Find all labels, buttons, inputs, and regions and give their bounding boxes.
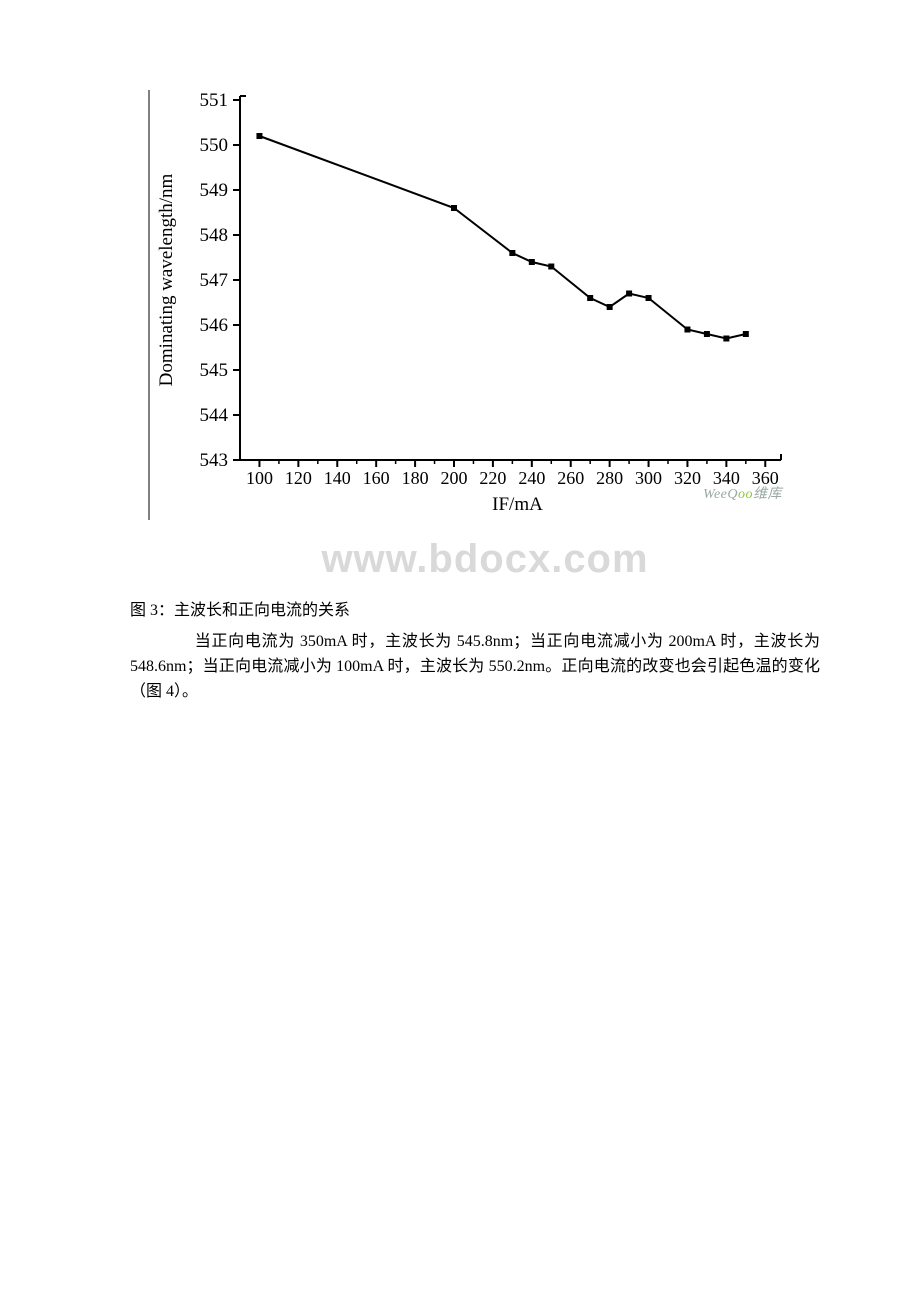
svg-text:160: 160 (363, 468, 390, 488)
svg-text:548: 548 (200, 225, 229, 246)
chart-container: 543 544 545 546 547 548 549 550 551 100 120 140 160 1… (150, 90, 790, 525)
svg-text:260: 260 (557, 468, 584, 488)
bdocx-watermark: www.bdocx.com (150, 537, 820, 582)
svg-text:180: 180 (402, 468, 429, 488)
body-paragraph: 当正向电流为 350mA 时，主波长为 545.8nm；当正向电流减小为 200… (130, 630, 820, 704)
svg-text:280: 280 (596, 468, 623, 488)
weeqoo-text: WeeQoo维库 (703, 487, 782, 502)
svg-text:140: 140 (324, 468, 351, 488)
svg-text:550: 550 (200, 135, 229, 156)
svg-text:545: 545 (200, 360, 229, 381)
chart-left-rule (148, 90, 150, 520)
svg-text:120: 120 (285, 468, 312, 488)
weeqoo-watermark: WeeQoo维库 (703, 483, 782, 503)
wavelength-vs-current-chart: 543 544 545 546 547 548 549 550 551 100 120 140 160 1… (150, 90, 790, 520)
svg-text:549: 549 (200, 180, 229, 201)
svg-text:200: 200 (441, 468, 468, 488)
svg-text:IF/mA: IF/mA (492, 494, 543, 515)
svg-text:551: 551 (200, 90, 229, 111)
svg-text:546: 546 (200, 315, 229, 336)
svg-text:320: 320 (674, 468, 701, 488)
figure-caption: 图 3：主波长和正向电流的关系 (130, 596, 820, 620)
svg-text:300: 300 (635, 468, 662, 488)
body-line-1: 当正向电流为 350mA 时，主波长为 545.8nm；当正向电流减小为 200… (194, 633, 754, 650)
svg-text:543: 543 (200, 450, 229, 471)
svg-text:240: 240 (518, 468, 545, 488)
svg-text:547: 547 (200, 270, 229, 291)
svg-text:220: 220 (479, 468, 506, 488)
svg-text:Dominating wavelength/nm: Dominating wavelength/nm (156, 173, 177, 386)
document-page: 543 544 545 546 547 548 549 550 551 100 120 140 160 1… (0, 0, 920, 704)
svg-text:100: 100 (246, 468, 273, 488)
svg-text:544: 544 (200, 405, 229, 426)
